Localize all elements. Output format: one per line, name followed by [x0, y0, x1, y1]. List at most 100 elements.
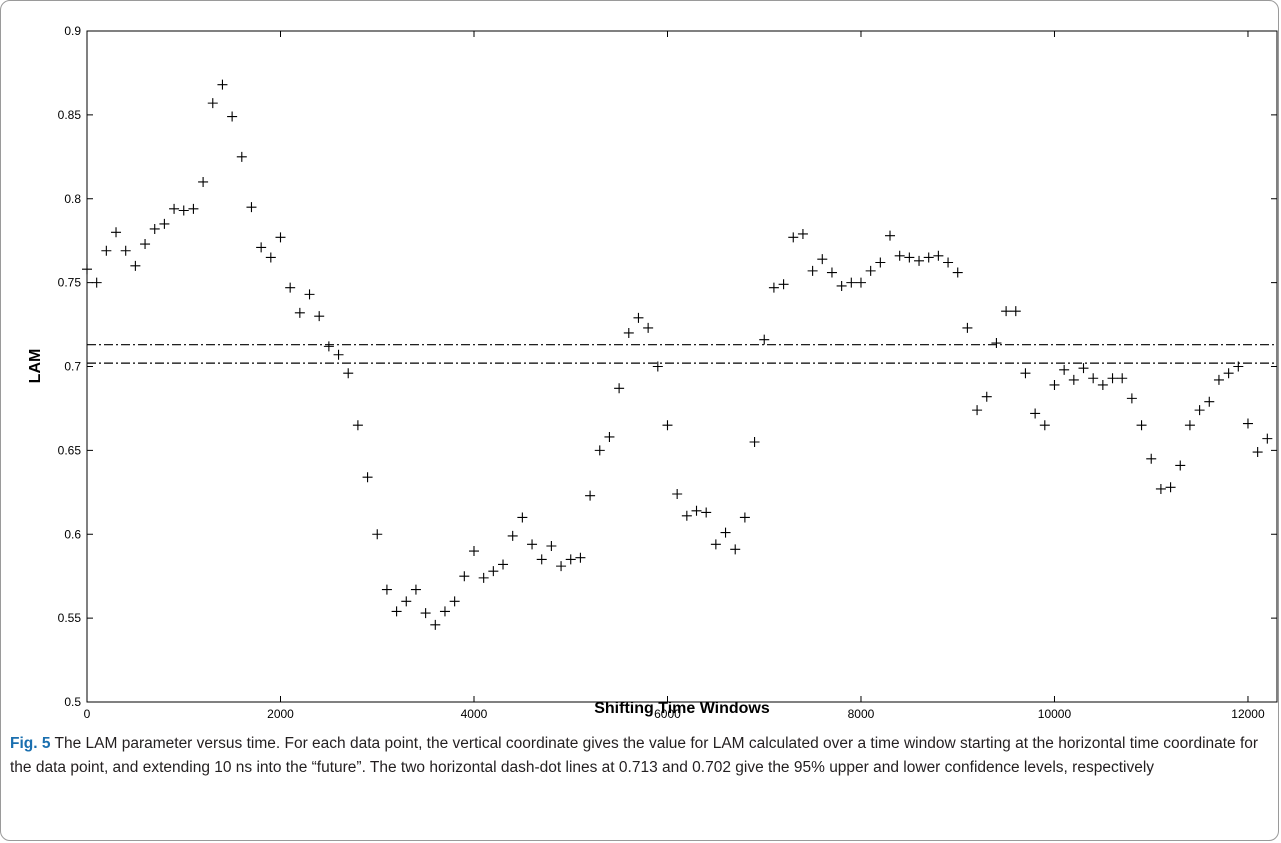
data-markers [82, 79, 1273, 630]
data-point [1194, 405, 1205, 416]
data-point [546, 540, 557, 551]
data-point [120, 245, 131, 256]
data-point [749, 436, 760, 447]
data-point [614, 383, 625, 394]
data-point [468, 546, 479, 557]
data-point [797, 228, 808, 239]
data-point [169, 203, 180, 214]
data-point [730, 544, 741, 555]
data-point [623, 327, 634, 338]
data-point [768, 282, 779, 293]
data-point [488, 566, 499, 577]
data-point [788, 232, 799, 243]
y-axis-title: LAM [27, 349, 44, 384]
data-point [285, 282, 296, 293]
data-point [1262, 433, 1273, 444]
data-point [420, 608, 431, 619]
data-point [111, 227, 122, 238]
data-point [227, 111, 238, 122]
data-point [633, 312, 644, 323]
data-point [1252, 447, 1263, 458]
data-point [826, 267, 837, 278]
data-point [691, 505, 702, 516]
data-point [91, 277, 102, 288]
data-point [391, 606, 402, 617]
data-point [807, 265, 818, 276]
data-point [652, 361, 663, 372]
data-point [159, 218, 170, 229]
axis-ticks: 0 2000 4000 6000 8000 10000 12000 0.5 0.55 0.6 0.6… [58, 24, 1277, 721]
x-tick-label: 4000 [461, 707, 488, 721]
data-point [1155, 483, 1166, 494]
data-point [701, 507, 712, 518]
data-point [855, 277, 866, 288]
x-tick-label: 0 [84, 707, 91, 721]
data-point [575, 552, 586, 563]
data-point [846, 277, 857, 288]
data-point [1117, 373, 1128, 384]
data-point [885, 230, 896, 241]
data-point [314, 311, 325, 322]
data-point [991, 338, 1002, 349]
data-point [962, 322, 973, 333]
data-point [585, 490, 596, 501]
data-point [1039, 420, 1050, 431]
data-point [672, 488, 683, 499]
data-point [401, 596, 412, 607]
data-point [536, 554, 547, 565]
data-point [875, 257, 886, 268]
caption-label: Fig. 5 [10, 735, 51, 752]
data-point [381, 584, 392, 595]
data-point [352, 420, 363, 431]
data-point [517, 512, 528, 523]
data-point [865, 265, 876, 276]
data-point [817, 254, 828, 265]
data-point [836, 280, 847, 291]
y-tick-label: 0.65 [58, 443, 82, 457]
data-point [1010, 306, 1021, 317]
data-point [1204, 396, 1215, 407]
data-point [1175, 460, 1186, 471]
data-point [933, 250, 944, 261]
data-point [739, 512, 750, 523]
data-point [265, 252, 276, 263]
x-axis-title: Shifting Time Windows [594, 700, 770, 717]
data-point [1126, 393, 1137, 404]
data-point [1184, 420, 1195, 431]
data-point [972, 405, 983, 416]
data-point [507, 530, 518, 541]
data-point [1097, 379, 1108, 390]
confidence-lines [87, 344, 1277, 364]
caption-text: The LAM parameter versus time. For each … [10, 735, 1259, 776]
data-point [1049, 379, 1060, 390]
data-point [236, 151, 247, 162]
data-point [604, 431, 615, 442]
data-point [681, 510, 692, 521]
data-point [720, 527, 731, 538]
data-point [459, 571, 470, 582]
y-tick-label: 0.6 [64, 527, 81, 541]
data-point [304, 289, 315, 300]
data-point [140, 239, 151, 250]
y-tick-label: 0.75 [58, 276, 82, 290]
y-tick-label: 0.8 [64, 192, 81, 206]
data-point [188, 203, 199, 214]
data-point [981, 391, 992, 402]
y-tick-label: 0.5 [64, 695, 81, 709]
data-point [1165, 482, 1176, 493]
data-point [1107, 373, 1118, 384]
x-tick-label: 2000 [267, 707, 294, 721]
data-point [1242, 418, 1253, 429]
data-point [710, 539, 721, 550]
data-point [643, 322, 654, 333]
data-point [556, 561, 567, 572]
data-point [101, 245, 112, 256]
data-point [498, 559, 509, 570]
data-point [1223, 368, 1234, 379]
data-point [565, 554, 576, 565]
data-point [943, 257, 954, 268]
data-point [372, 529, 383, 540]
data-point [1078, 363, 1089, 374]
x-tick-label: 12000 [1231, 707, 1265, 721]
